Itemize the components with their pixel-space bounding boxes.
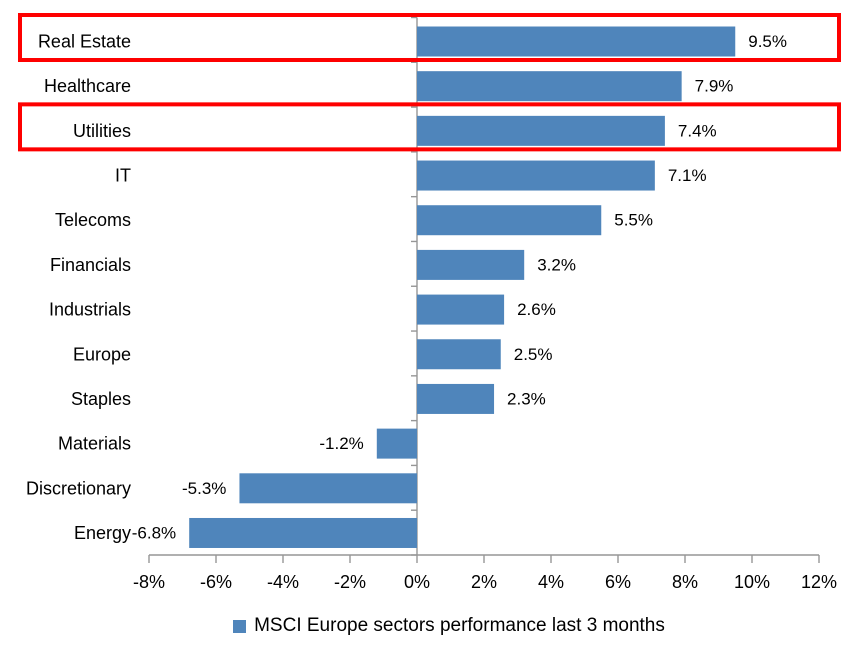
category-label-financials: Financials — [50, 255, 131, 275]
bar-energy — [189, 517, 417, 548]
value-label-it: 7.1% — [668, 166, 707, 185]
category-label-healthcare: Healthcare — [44, 76, 131, 96]
bar-industrials — [417, 294, 505, 325]
x-tick-label-10: 12% — [801, 572, 837, 592]
x-tick-label-6: 4% — [538, 572, 564, 592]
category-label-utilities: Utilities — [73, 121, 131, 141]
legend-label: MSCI Europe sectors performance last 3 m… — [254, 615, 665, 636]
legend: MSCI Europe sectors performance last 3 m… — [0, 612, 852, 640]
x-tick-label-7: 6% — [605, 572, 631, 592]
bar-staples — [417, 383, 495, 414]
x-tick-label-8: 8% — [672, 572, 698, 592]
value-label-europe: 2.5% — [514, 345, 553, 364]
value-label-industrials: 2.6% — [517, 300, 556, 319]
bar-utilities — [417, 115, 665, 146]
x-tick-label-5: 2% — [471, 572, 497, 592]
highlight-box-utilities — [18, 102, 841, 152]
value-label-materials: -1.2% — [319, 434, 363, 453]
highlight-box-real-estate — [18, 13, 841, 62]
category-label-materials: Materials — [58, 434, 131, 454]
x-tick-label-1: -6% — [200, 572, 232, 592]
value-label-healthcare: 7.9% — [695, 77, 734, 96]
category-label-discretionary: Discretionary — [26, 478, 131, 498]
chart-canvas: -8% -6% -4% -2% 0% 2% 4% 6% 8% 10% 12% Real Estate 9… — [18, 13, 841, 592]
category-label-real-estate: Real Estate — [38, 32, 131, 52]
x-tick-label-4: 0% — [404, 572, 430, 592]
bar-europe — [417, 339, 501, 370]
category-label-telecoms: Telecoms — [55, 210, 131, 230]
x-tick-label-2: -4% — [267, 572, 299, 592]
x-tick-label-0: -8% — [133, 572, 165, 592]
value-label-real-estate: 9.5% — [748, 32, 787, 51]
bar-materials — [376, 428, 417, 459]
x-tick-label-9: 10% — [734, 572, 770, 592]
bar-real-estate — [417, 26, 736, 57]
value-label-staples: 2.3% — [507, 389, 546, 408]
bar-healthcare — [417, 71, 682, 102]
category-label-it: IT — [115, 166, 131, 186]
category-label-europe: Europe — [73, 344, 131, 364]
category-label-staples: Staples — [71, 389, 131, 409]
value-label-energy: -6.8% — [132, 523, 176, 542]
bar-telecoms — [417, 205, 602, 236]
value-label-telecoms: 5.5% — [614, 211, 653, 230]
legend-series-swatch-icon — [233, 620, 247, 633]
category-label-energy: Energy — [74, 523, 131, 543]
x-tick-label-3: -2% — [334, 572, 366, 592]
category-label-industrials: Industrials — [49, 300, 131, 320]
value-label-discretionary: -5.3% — [182, 479, 226, 498]
value-label-utilities: 7.4% — [678, 121, 717, 140]
bar-financials — [417, 249, 525, 280]
bar-discretionary — [239, 473, 417, 504]
bar-it — [417, 160, 655, 191]
value-label-financials: 3.2% — [537, 255, 576, 274]
